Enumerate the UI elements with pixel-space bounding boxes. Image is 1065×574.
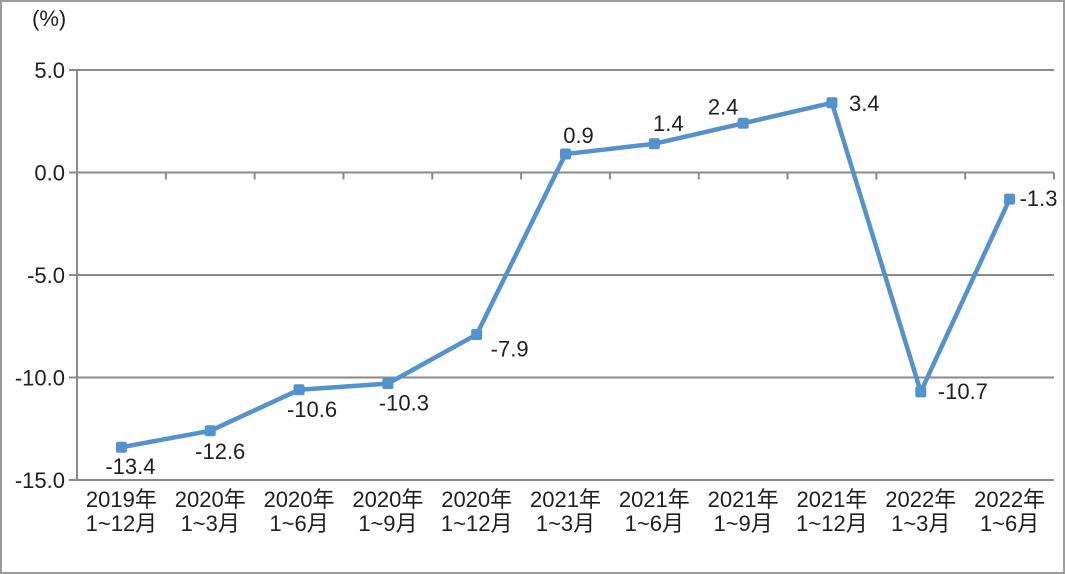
data-point-label: -10.7: [938, 379, 988, 404]
data-point-label: 0.9: [563, 123, 594, 148]
x-tick-label-line2: 1~9月: [358, 511, 417, 536]
y-tick-label: -15.0: [15, 468, 65, 493]
x-tick-label-line1: 2020年: [175, 487, 246, 512]
x-tick-label-line2: 1~6月: [980, 511, 1039, 536]
data-point-marker: [560, 148, 571, 160]
x-tick-label-line1: 2021年: [708, 487, 779, 512]
data-point-label: 2.4: [708, 94, 739, 119]
x-tick-label-line1: 2020年: [264, 487, 335, 512]
data-point-marker: [471, 328, 483, 340]
data-point-label: 1.4: [653, 111, 684, 136]
y-tick-label: 5.0: [34, 58, 65, 83]
data-point-marker: [915, 386, 927, 398]
y-tick-label: -5.0: [27, 263, 65, 288]
x-tick-label-line1: 2019年: [86, 487, 157, 512]
x-tick-label-line1: 2020年: [352, 487, 423, 512]
x-tick-label-line2: 1~12月: [796, 511, 868, 536]
data-point-marker: [115, 441, 127, 453]
x-tick-label-line1: 2022年: [974, 487, 1045, 512]
x-tick-label-line2: 1~9月: [713, 511, 772, 536]
x-tick-label-line1: 2021年: [796, 487, 867, 512]
data-point-label: -1.3: [1020, 186, 1058, 211]
data-point-label: -13.4: [105, 454, 155, 479]
x-tick-label-line1: 2020年: [441, 487, 512, 512]
data-point-label: -10.3: [379, 391, 429, 416]
data-point-marker: [204, 425, 216, 437]
data-point-marker: [1004, 193, 1016, 205]
data-point-marker: [826, 97, 838, 109]
x-tick-label-line2: 1~12月: [441, 511, 513, 536]
data-point-marker: [293, 384, 305, 396]
data-point-label: 3.4: [849, 91, 880, 116]
x-tick-label-line1: 2022年: [885, 487, 956, 512]
y-axis-unit-label: (%): [32, 6, 67, 31]
x-tick-label-line2: 1~3月: [891, 511, 950, 536]
x-tick-label-line2: 1~3月: [536, 511, 595, 536]
x-tick-label-line2: 1~6月: [269, 511, 328, 536]
data-point-marker: [382, 378, 394, 390]
data-point-marker: [737, 117, 749, 129]
data-point-label: -10.6: [287, 397, 337, 422]
data-point-marker: [648, 138, 660, 150]
x-tick-label-line2: 1~6月: [625, 511, 684, 536]
x-tick-label-line2: 1~12月: [86, 511, 158, 536]
x-tick-label-line2: 1~3月: [181, 511, 240, 536]
x-tick-label-line1: 2021年: [619, 487, 690, 512]
x-tick-label-line1: 2021年: [530, 487, 601, 512]
y-tick-label: -10.0: [15, 366, 65, 391]
data-point-label: -7.9: [491, 336, 529, 361]
y-tick-label: 0.0: [34, 161, 65, 186]
data-point-label: -12.6: [195, 439, 245, 464]
